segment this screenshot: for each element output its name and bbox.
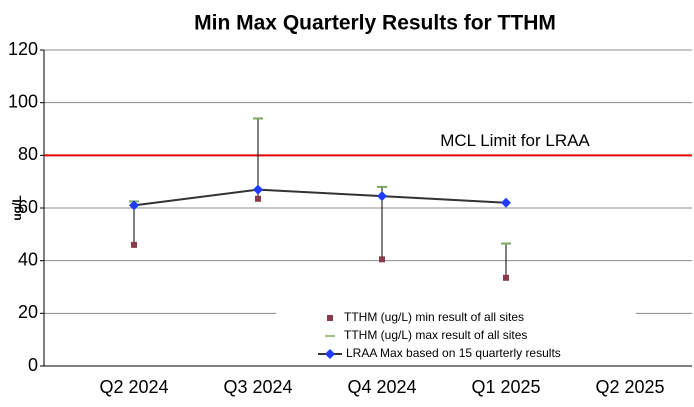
reference-label: MCL Limit for LRAA: [440, 131, 590, 150]
y-tick-label: 120: [8, 39, 38, 59]
y-tick-label: 60: [18, 197, 38, 217]
legend-marker: [325, 349, 335, 359]
legend-label: LRAA Max based on 15 quarterly results: [346, 346, 561, 360]
y-tick-label: 0: [28, 355, 38, 375]
lraa-marker: [253, 184, 263, 195]
min-marker: [255, 195, 261, 202]
chart-title: Min Max Quarterly Results for TTHM: [194, 12, 556, 35]
x-tick-label: Q3 2024: [223, 377, 292, 397]
legend-box: [276, 306, 636, 362]
lraa-marker: [129, 200, 139, 211]
legend-label: TTHM (ug/L) min result of all sites: [344, 310, 524, 324]
y-tick-label: 80: [18, 144, 38, 164]
lraa-marker: [501, 197, 511, 208]
x-tick-label: Q2 2024: [99, 377, 168, 397]
legend-marker: [327, 315, 333, 321]
x-tick-label: Q1 2025: [471, 377, 540, 397]
min-marker: [379, 256, 385, 263]
min-marker: [503, 274, 509, 281]
y-tick-label: 40: [18, 249, 38, 269]
min-marker: [131, 241, 137, 248]
y-tick-label: 20: [18, 302, 38, 322]
x-tick-label: Q2 2025: [595, 377, 664, 397]
x-tick-label: Q4 2024: [347, 377, 416, 397]
y-axis-label: ug/L: [10, 195, 24, 220]
lraa-line: [133, 188, 507, 207]
y-tick-label: 100: [8, 91, 38, 111]
legend-label: TTHM (ug/L) max result of all sites: [344, 328, 527, 342]
lraa-marker: [377, 191, 387, 202]
